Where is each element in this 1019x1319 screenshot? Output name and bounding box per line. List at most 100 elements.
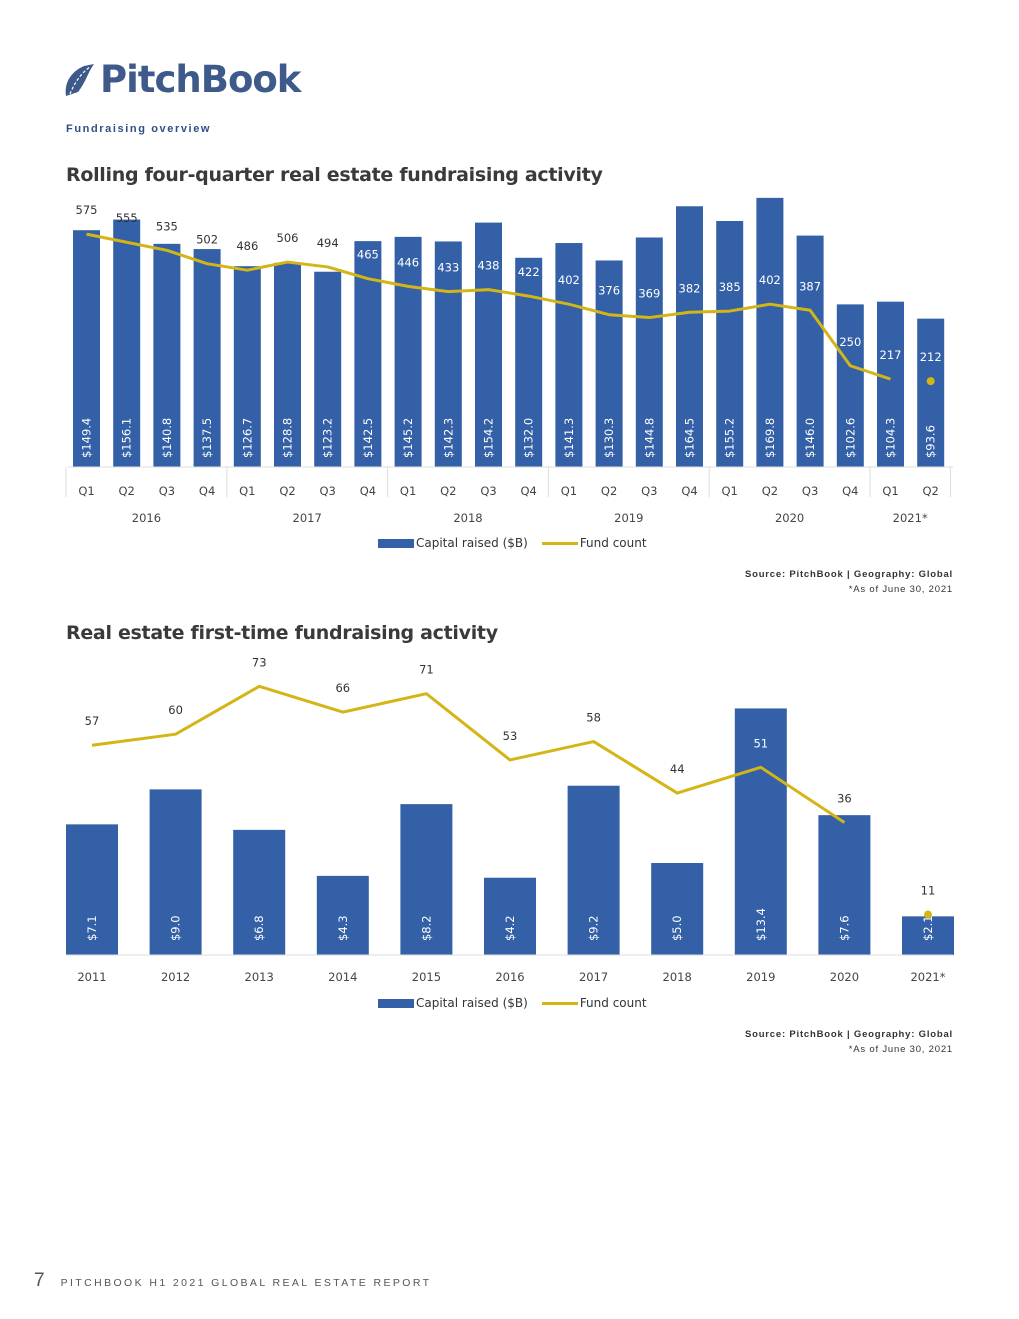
bar xyxy=(818,815,871,955)
chart2-title: Real estate first-time fundraising activ… xyxy=(66,622,498,644)
bar-value-label: $4.3 xyxy=(336,915,350,941)
x-tick-year: 2017 xyxy=(579,970,608,984)
fund-count-label: 486 xyxy=(236,239,258,253)
chart2-source: Source: PitchBook | Geography: Global *A… xyxy=(745,1027,953,1057)
x-tick-year: 2013 xyxy=(245,970,274,984)
x-tick-year: 2012 xyxy=(161,970,190,984)
bar xyxy=(756,197,784,467)
chart1-rolling-fundraising: $149.4 575 Q1 $156.1 555 Q2 $140.8 535 Q3 $137.5 5… xyxy=(65,197,953,525)
chart1-title: Rolling four-quarter real estate fundrai… xyxy=(66,164,603,186)
legend-capital: Capital raised ($B) xyxy=(378,996,528,1010)
x-tick-quarter: Q4 xyxy=(681,484,697,498)
bar-value-label: $156.1 xyxy=(120,418,134,458)
x-tick-year: 2018 xyxy=(663,970,692,984)
x-tick-quarter: Q3 xyxy=(159,484,175,498)
fund-count-label: 250 xyxy=(839,335,861,349)
bar-value-label: $140.8 xyxy=(160,418,174,458)
bar-value-label: $142.3 xyxy=(441,418,455,458)
x-tick-year: 2016 xyxy=(495,970,524,984)
fund-count-label: 51 xyxy=(753,736,768,750)
bar-value-label: $145.2 xyxy=(401,418,415,458)
legend-fundcount: Fund count xyxy=(541,536,647,550)
fund-count-label: 422 xyxy=(518,265,540,279)
x-tick-year: 2019 xyxy=(614,511,643,525)
bar-value-label: $130.3 xyxy=(602,418,616,458)
fund-count-label: 71 xyxy=(419,663,434,677)
x-tick-quarter: Q2 xyxy=(762,484,778,498)
fund-count-line xyxy=(86,232,891,381)
fund-count-label: 58 xyxy=(586,711,601,725)
bar xyxy=(394,236,422,467)
bar xyxy=(836,304,864,467)
x-tick-quarter: Q3 xyxy=(641,484,657,498)
bar xyxy=(149,789,202,955)
x-tick-quarter: Q3 xyxy=(802,484,818,498)
chart1-legend: Capital raised ($B) Fund count xyxy=(378,536,647,550)
fund-count-label: 502 xyxy=(196,233,218,247)
fund-count-label: 66 xyxy=(335,681,350,695)
fund-count-label: 402 xyxy=(759,273,781,287)
fund-count-label: 60 xyxy=(168,703,183,717)
x-tick-quarter: Q3 xyxy=(480,484,496,498)
legend-bar-swatch xyxy=(378,998,414,1008)
bar-value-label: $149.4 xyxy=(80,418,94,458)
fund-count-label: 44 xyxy=(670,762,685,776)
fund-count-label: 382 xyxy=(679,281,701,295)
bar xyxy=(676,206,703,467)
bar-value-label: $7.1 xyxy=(85,915,99,941)
bar xyxy=(73,230,100,467)
x-tick-quarter: Q2 xyxy=(601,484,617,498)
bar-value-label: $123.2 xyxy=(321,418,335,458)
x-tick-year: 2011 xyxy=(77,970,106,984)
pitchbook-leaf-icon xyxy=(65,63,94,96)
bar xyxy=(113,219,141,467)
x-tick-year: 2019 xyxy=(746,970,775,984)
bar xyxy=(274,262,301,467)
x-tick-year: 2016 xyxy=(132,511,161,525)
x-tick-year: 2020 xyxy=(830,970,859,984)
bar xyxy=(484,877,536,955)
bar-value-label: $4.2 xyxy=(503,915,517,941)
fund-count-label: 387 xyxy=(799,279,821,293)
fund-count-label: 53 xyxy=(503,729,518,743)
x-tick-quarter: Q2 xyxy=(119,484,135,498)
page-footer: 7 PITCHBOOK H1 2021 GLOBAL REAL ESTATE R… xyxy=(34,1270,431,1292)
bar-value-label: $104.3 xyxy=(884,418,898,458)
fund-count-label: 555 xyxy=(116,211,138,225)
bar xyxy=(877,301,904,467)
x-tick-quarter: Q1 xyxy=(400,484,416,498)
bar-value-label: $154.2 xyxy=(482,418,496,458)
x-tick-quarter: Q1 xyxy=(561,484,577,498)
bar xyxy=(233,829,286,955)
bar xyxy=(434,241,462,467)
bar xyxy=(651,863,704,955)
bar-value-label: $8.2 xyxy=(419,915,433,941)
x-tick-quarter: Q1 xyxy=(722,484,738,498)
bar-value-label: $6.8 xyxy=(252,915,266,941)
bar-value-label: $5.0 xyxy=(670,915,684,941)
x-tick-quarter: Q1 xyxy=(239,484,255,498)
x-tick-year: 2014 xyxy=(328,970,357,984)
x-tick-quarter: Q3 xyxy=(320,484,336,498)
bar xyxy=(153,243,181,467)
chart2-first-time-fundraising: $7.1 57 2011 $9.0 60 2012 $6.8 73 2013 $4.3 66 2014… xyxy=(66,655,954,984)
x-tick-year: 2021* xyxy=(893,511,928,525)
legend-fundcount-label: Fund count xyxy=(579,996,647,1010)
bar-value-label: $2.1 xyxy=(921,915,935,941)
fund-count-label: 446 xyxy=(397,255,419,269)
fund-count-label: 433 xyxy=(437,261,459,275)
fund-count-label: 506 xyxy=(277,231,299,245)
bar-value-label: $137.5 xyxy=(200,418,214,458)
x-tick-quarter: Q4 xyxy=(360,484,376,498)
fund-count-label: 217 xyxy=(880,348,902,362)
footer-text: PITCHBOOK H1 2021 GLOBAL REAL ESTATE REP… xyxy=(60,1277,432,1289)
bar xyxy=(716,221,744,467)
x-tick-quarter: Q1 xyxy=(78,484,94,498)
bar xyxy=(316,875,369,955)
x-tick-quarter: Q2 xyxy=(923,484,939,498)
legend-capital-label: Capital raised ($B) xyxy=(416,536,528,550)
bar-value-label: $9.2 xyxy=(587,915,601,941)
x-tick-quarter: Q2 xyxy=(279,484,295,498)
fund-count-label: 465 xyxy=(357,248,379,262)
legend-capital: Capital raised ($B) xyxy=(378,536,528,550)
